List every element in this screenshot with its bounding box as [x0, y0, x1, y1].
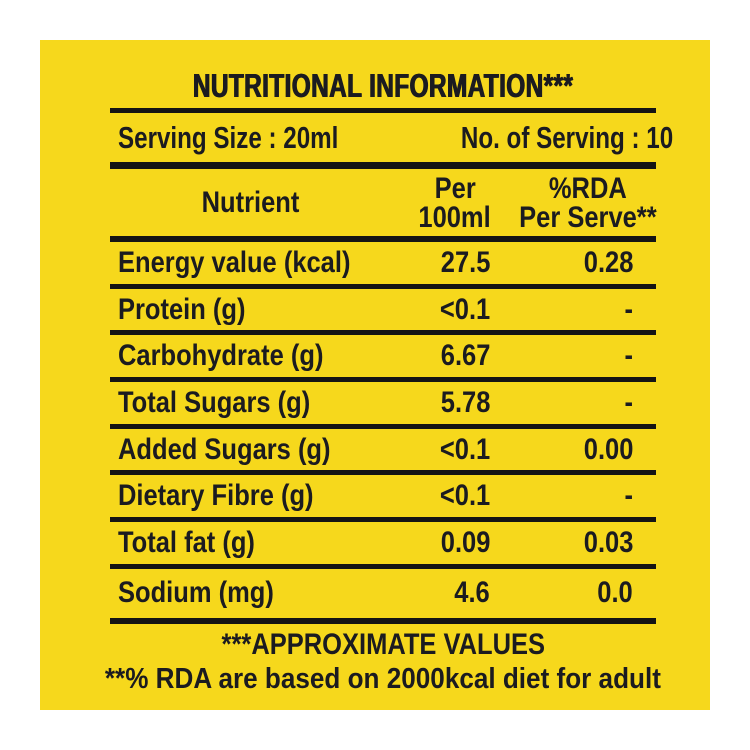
nutrient-name: Protein (g) — [118, 292, 246, 326]
table-row-protein: Protein (g) <0.1 - — [110, 289, 656, 331]
label-title: NUTRITIONAL INFORMATION*** — [192, 66, 574, 104]
nutrient-name: Dietary Fibre (g) — [118, 479, 314, 513]
serving-row: Serving Size : 20ml No. of Serving : 10 — [110, 113, 673, 162]
footnote-rda-basis-text: **% RDA are based on 2000kcal diet for a… — [104, 663, 662, 696]
table-row-energy: Energy value (kcal) 27.5 0.28 — [110, 242, 656, 284]
nutrition-label-content: NUTRITIONAL INFORMATION*** Serving Size … — [105, 40, 673, 698]
rda-value: 0.00 — [583, 432, 633, 466]
table-header-row: Nutrient Per 100ml %RDA Per Serve** — [110, 169, 657, 236]
rda-value: - — [624, 339, 634, 373]
row-divider — [110, 330, 656, 336]
row-divider — [110, 563, 656, 569]
header-rda-line2: Per Serve** — [519, 200, 657, 234]
rda-value: - — [624, 292, 634, 326]
header-rda-per-serve: %RDA Per Serve** — [519, 171, 657, 234]
header-rda-line1: %RDA — [549, 171, 627, 205]
row-divider — [110, 517, 656, 523]
title-row: NUTRITIONAL INFORMATION*** — [110, 63, 656, 108]
rule-under-header — [110, 236, 656, 242]
row-divider — [110, 423, 656, 429]
nutrient-name: Total fat (g) — [118, 525, 255, 559]
footnote-rda-basis: **% RDA are based on 2000kcal diet for a… — [105, 662, 661, 698]
per-100ml-value: 4.6 — [454, 576, 490, 610]
table-row-total-fat: Total fat (g) 0.09 0.03 — [110, 522, 656, 564]
rule-under-title — [110, 108, 656, 113]
row-divider — [110, 377, 656, 383]
row-divider — [110, 283, 656, 289]
per-100ml-value: 0.09 — [440, 525, 490, 559]
serving-size-label: Serving Size : 20ml — [118, 119, 339, 155]
per-100ml-value: <0.1 — [439, 479, 490, 513]
per-100ml-value: 6.67 — [440, 339, 490, 373]
header-per-100ml: Per 100ml — [390, 171, 520, 234]
header-nutrient-label: Nutrient — [201, 186, 299, 219]
nutrient-name: Total Sugars (g) — [118, 385, 311, 419]
rda-value: 0.28 — [583, 245, 633, 279]
per-100ml-value: 5.78 — [440, 385, 490, 419]
footnote-approximate-values-text: ***APPROXIMATE VALUES — [221, 627, 545, 661]
nutrient-name: Energy value (kcal) — [118, 245, 351, 279]
header-per-100ml-line1: Per — [434, 171, 476, 205]
header-per-100ml-line2: 100ml — [418, 200, 492, 234]
table-row-sodium: Sodium (mg) 4.6 0.0 — [110, 569, 656, 618]
rule-table-bottom — [110, 617, 656, 624]
footnote-approximate-values: ***APPROXIMATE VALUES — [110, 628, 656, 662]
rda-value: 0.03 — [583, 525, 633, 559]
per-100ml-value: <0.1 — [439, 432, 490, 466]
table-row-dietary-fibre: Dietary Fibre (g) <0.1 - — [110, 475, 656, 517]
serving-count-label: No. of Serving : 10 — [460, 119, 673, 155]
rule-under-serving — [110, 162, 656, 169]
table-row-added-sugars: Added Sugars (g) <0.1 0.00 — [110, 429, 656, 471]
row-divider — [110, 470, 656, 476]
table-row-carbohydrate: Carbohydrate (g) 6.67 - — [110, 335, 656, 377]
per-100ml-value: 27.5 — [440, 245, 490, 279]
nutrition-label-panel: NUTRITIONAL INFORMATION*** Serving Size … — [40, 40, 710, 710]
rda-value: - — [624, 479, 634, 513]
per-100ml-value: <0.1 — [439, 292, 490, 326]
rda-value: - — [624, 385, 634, 419]
table-row-total-sugars: Total Sugars (g) 5.78 - — [110, 382, 656, 424]
nutrient-name: Added Sugars (g) — [118, 432, 331, 466]
rda-value: 0.0 — [597, 576, 633, 610]
nutrient-name: Sodium (mg) — [118, 576, 274, 610]
header-nutrient: Nutrient — [110, 186, 390, 219]
nutrient-name: Carbohydrate (g) — [118, 339, 324, 373]
